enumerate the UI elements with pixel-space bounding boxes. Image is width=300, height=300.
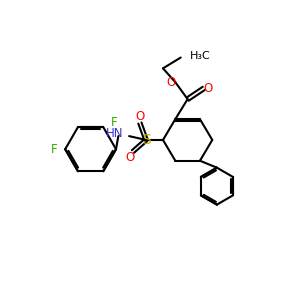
Text: O: O — [125, 151, 134, 164]
Text: HN: HN — [106, 127, 123, 140]
Text: H₃C: H₃C — [190, 51, 211, 61]
Text: S: S — [142, 133, 150, 147]
Text: F: F — [111, 116, 118, 129]
Text: O: O — [166, 76, 175, 89]
Text: O: O — [204, 82, 213, 95]
Text: O: O — [135, 110, 145, 123]
Text: F: F — [51, 143, 58, 156]
